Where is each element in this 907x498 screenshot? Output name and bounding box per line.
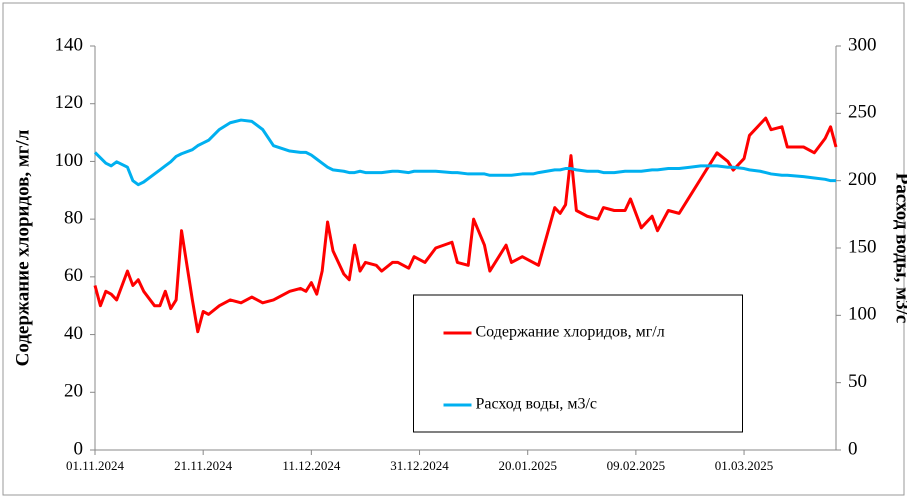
y2-tick-label: 200: [848, 169, 877, 190]
y-tick-label: 80: [64, 208, 83, 229]
y-tick-label: 140: [55, 34, 84, 55]
y2-tick-label: 250: [848, 102, 877, 123]
y2-tick-label: 300: [848, 34, 877, 55]
legend-label: Расход воды, м3/с: [476, 396, 598, 413]
y2-tick-label: 100: [848, 304, 877, 325]
y-tick-label: 100: [55, 150, 84, 171]
series-line: [93, 116, 838, 334]
x-tick-label: 01.03.2025: [715, 458, 774, 473]
x-tick-label: 11.12.2024: [282, 458, 341, 473]
x-tick-label: 01.11.2024: [66, 458, 125, 473]
x-tick-label: 20.01.2025: [498, 458, 557, 473]
legend-label: Содержание хлоридов, мг/л: [476, 324, 665, 341]
y-tick-label: 120: [55, 92, 84, 113]
legend-box: [413, 294, 743, 433]
y2-tick-label: 150: [848, 236, 877, 257]
y-tick-label: 20: [64, 381, 83, 402]
y2-axis-label: Расход воды, м3/с: [892, 173, 907, 324]
y2-tick-label: 0: [848, 438, 858, 459]
y-axis-label: Содержание хлоридов, мг/л: [12, 129, 33, 366]
x-tick-label: 09.02.2025: [607, 458, 666, 473]
y-tick-label: 40: [64, 323, 83, 344]
series-line: [93, 118, 836, 187]
y-tick-label: 60: [64, 265, 83, 286]
x-tick-label: 31.12.2024: [390, 458, 449, 473]
x-tick-label: 21.11.2024: [174, 458, 233, 473]
y-tick-label: 0: [74, 438, 84, 459]
y2-tick-label: 50: [848, 371, 867, 392]
